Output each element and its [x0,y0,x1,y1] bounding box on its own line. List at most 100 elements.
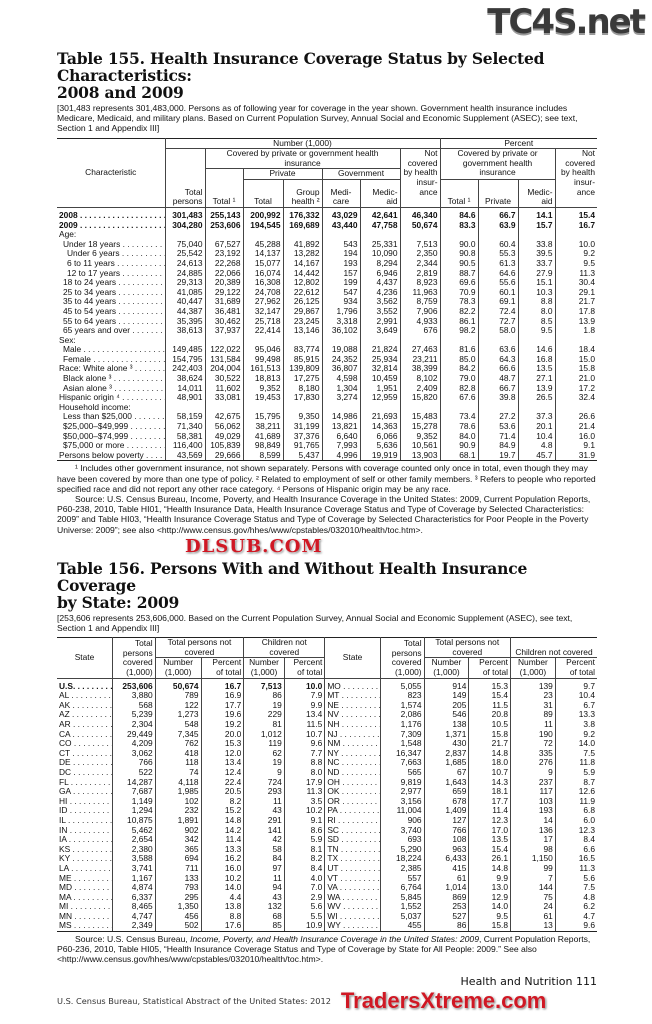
table-row: 35 to 44 years40,44731,68927,96226,12593… [57,297,597,307]
table-cell: 205 [423,700,470,711]
table-cell: 10.4 [554,691,597,701]
table-cell: 43,029 [321,207,361,221]
header-number: Number (1,000) [243,658,285,679]
table-cell: 33,081 [204,393,244,403]
table-cell: 139 [509,678,556,692]
table-cell: 102 [154,796,202,807]
table-row: Male149,485122,02295,04683,77419,08821,8… [57,345,597,355]
table-cell: 122 [154,700,202,711]
table-cell: 15.2 [200,806,245,816]
table-cell: 365 [154,844,202,855]
state-label: MI [57,902,113,912]
source-title: Income, Poverty, and Health Insurance Co… [190,934,479,945]
header-number: Number (1,000) [154,658,202,679]
state-name: DC [59,768,111,777]
table-row: AZ5,2391,27319.622913.4NV2,08654620.8891… [57,710,597,720]
table-cell: 4,118 [154,777,202,788]
state-label: ID [57,806,113,816]
table-cell: 22.4 [200,777,245,788]
state-label: IN [57,825,113,836]
state-name: IN [59,826,111,835]
table-row: 18 to 24 years29,31320,38916,30812,80219… [57,278,597,288]
table-row: Hispanic origin ⁴48,90133,08119,45317,83… [57,393,597,403]
table-row: 12 to 17 years24,88522,06616,07414,44215… [57,268,597,279]
state-label: WY [324,921,381,933]
state-label: VA [324,883,381,893]
state-name: AZ [59,710,111,719]
table-cell: 6.7 [554,700,597,711]
state-label: OR [324,796,381,807]
state-label: DC [57,767,113,778]
table-cell: 108 [423,835,470,845]
table-cell: 6.0 [554,815,597,826]
table-cell: 26.6 [554,412,597,423]
table-cell: 30.4 [554,278,597,288]
state-name: IL [59,816,111,825]
table-cell: 16.0 [554,431,597,442]
table-row: 2009304,280253,606194,545169,68943,44047… [57,220,597,231]
table-cell: 3.8 [554,719,597,730]
table-cell: 72 [509,739,556,749]
table-cell: 869 [423,892,470,903]
row-label-text: 35 to 44 years [63,297,164,306]
table-cell: 118 [154,758,202,768]
table-cell: 7.5 [554,748,597,759]
table-cell: 12,959 [359,393,401,403]
table-cell: 694 [154,854,202,864]
state-label: MD [57,883,113,893]
header-not-covered: Not covered by health insur-ance [399,148,441,208]
table-cell: 138 [423,719,470,730]
table-cell: 19,453 [242,393,284,403]
state-label: AL [57,691,113,701]
table-cell: 762 [154,739,202,749]
state-name: WV [327,902,379,911]
table-cell: 527 [423,911,470,922]
table-cell: 12.6 [554,787,597,797]
row-label: 18 to 24 years [57,278,166,288]
table-cell: 5.9 [554,767,597,778]
table-cell: 13,903 [399,450,441,462]
page-footer-publication: U.S. Census Bureau, Statistical Abstract… [57,995,331,1006]
table-cell: 9.2 [554,249,597,259]
table-cell: 68.1 [439,450,479,462]
table-row: CA29,4497,34520.01,01210.7NJ7,3091,37115… [57,729,597,740]
table-cell: 45.7 [517,450,556,462]
table-cell: 793 [154,882,202,893]
row-label: Asian alone ³ [57,383,166,394]
table-cell: 11.9 [554,796,597,807]
table-cell: 2,349 [111,921,156,933]
table-cell: 11.8 [554,758,597,768]
header-total-covered-right: Total persons covered (1,000) [379,637,425,679]
state-name: OR [327,797,379,806]
state-name: FL [59,778,111,787]
table-cell: 9.2 [554,729,597,740]
state-name: KY [59,854,111,863]
table-cell: 12.3 [554,825,597,836]
table-cell: 89 [509,710,556,720]
row-label-text: Age: [59,230,77,240]
row-label: 45 to 54 years [57,306,166,317]
table-cell: 14.1 [517,207,556,221]
row-label: Sex: [57,335,166,346]
state-name: AR [59,720,111,729]
table-cell: 6.2 [554,902,597,912]
table-cell: 16.2 [200,854,245,864]
row-label: 6 to 11 years [57,258,166,269]
state-name: SC [327,826,379,835]
table-cell: 13.8 [200,902,245,912]
table-cell: 9 [509,767,556,778]
table-row: 45 to 54 years44,38736,48132,14729,8671,… [57,306,597,317]
state-name: NV [327,710,379,719]
table-row: 25 to 34 years41,08529,12224,70822,61254… [57,287,597,298]
row-label-text: Black alone ³ [63,374,164,383]
row-label-text: Asian alone ³ [63,384,164,393]
row-label-text: $50,000–$74,999 [63,432,164,441]
state-name: WY [327,921,379,930]
row-label-text: 25 to 34 years [63,288,164,297]
table-cell: 1,891 [154,815,202,826]
